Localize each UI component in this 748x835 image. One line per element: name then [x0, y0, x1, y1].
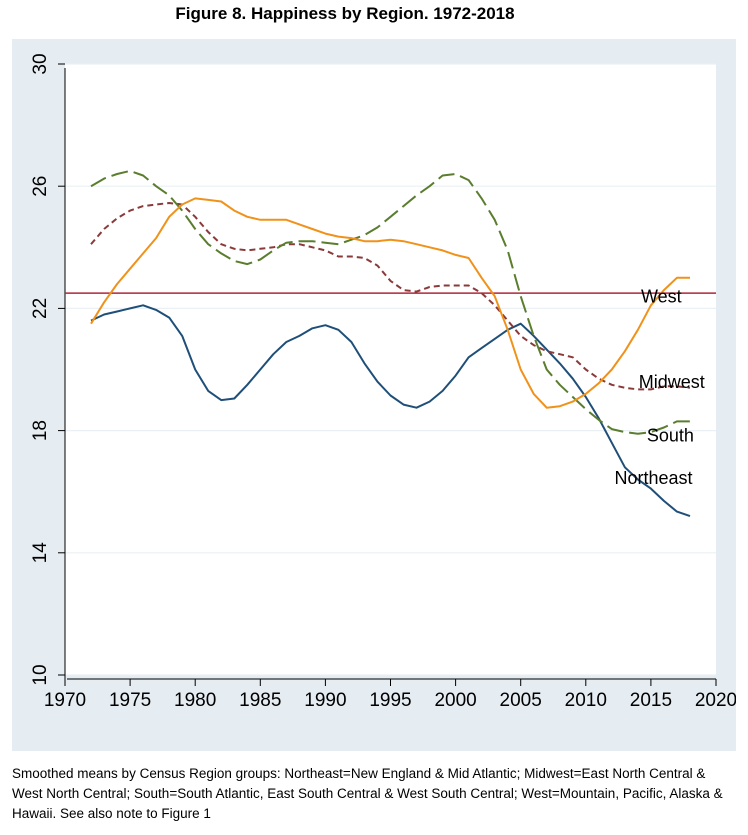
series-line-south: [90, 169, 690, 435]
x-tick-label: 2000: [434, 690, 476, 711]
x-tick-label: 1995: [369, 690, 411, 711]
figure-note: Smoothed means by Census Region groups: …: [12, 766, 723, 821]
x-tick-label: 2020: [695, 690, 736, 711]
y-tick-label: 14: [30, 542, 51, 564]
figure-title: Figure 8. Happiness by Region. 1972-2018: [175, 4, 515, 23]
x-tick-label: 1975: [109, 690, 151, 711]
y-tick-label: 26: [30, 176, 51, 197]
series-line-west: [90, 197, 690, 409]
x-tick-label: 1980: [174, 690, 216, 711]
series-label-northeast: Northeast: [614, 468, 692, 488]
x-tick-label: 2010: [565, 690, 607, 711]
series-label-south: South: [647, 425, 694, 445]
line-chart: 10 14 18 22 26 30 1970 1975 1980 1985 1990 1995 2000…: [30, 53, 736, 711]
plot-area: [65, 64, 716, 675]
x-tick-label: 1985: [239, 690, 281, 711]
x-tick-label: 1970: [44, 690, 86, 711]
y-tick-label: 22: [30, 298, 51, 319]
series-line-midwest: [90, 202, 691, 391]
chart-panel: 10 14 18 22 26 30 1970 1975 1980 1985 1990 1995 2000…: [12, 39, 736, 751]
series-line-northeast: [90, 304, 691, 518]
y-tick-label: 10: [30, 664, 51, 685]
y-tick-label: 18: [30, 420, 51, 441]
x-tick-label: 2005: [500, 690, 542, 711]
series-label-midwest: Midwest: [639, 372, 705, 392]
series-label-west: West: [641, 286, 682, 306]
x-tick-label: 2015: [630, 690, 672, 711]
y-tick-label: 30: [30, 53, 51, 74]
x-tick-label: 1990: [304, 690, 346, 711]
